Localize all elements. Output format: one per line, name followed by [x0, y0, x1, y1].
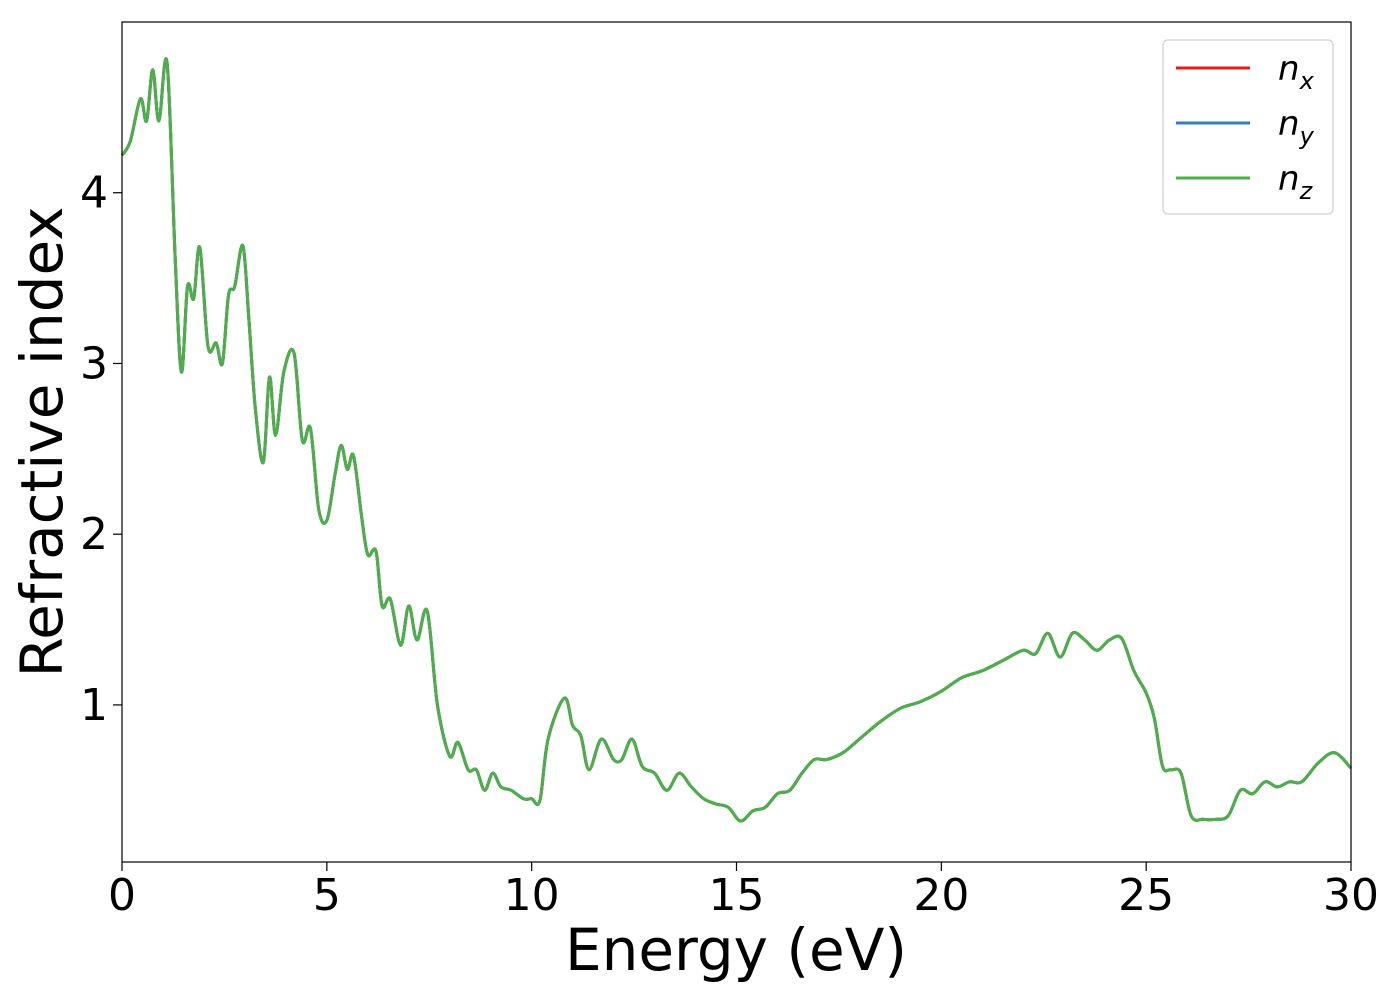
x-tick-label: 15: [709, 870, 765, 921]
x-axis-ticks: 0 5 10 15 20 25 30: [108, 862, 1379, 921]
y-axis-ticks: 1 2 3 4: [80, 168, 122, 731]
legend-box: [1162, 39, 1334, 215]
x-tick-label: 30: [1323, 870, 1379, 921]
y-tick-label: 3: [80, 338, 108, 389]
x-tick-label: 0: [108, 870, 136, 921]
series-line-nz: [120, 57, 1353, 823]
legend-label-nx: nx: [1278, 49, 1315, 95]
legend-items: nx ny nz: [1176, 49, 1315, 205]
x-tick-label: 5: [313, 870, 341, 921]
legend-label-ny: ny: [1278, 104, 1315, 150]
legend: nx ny nz: [1162, 39, 1334, 215]
y-tick-label: 2: [80, 509, 108, 560]
y-tick-label: 1: [80, 680, 108, 731]
y-axis-title: Refractive index: [8, 206, 76, 677]
x-tick-label: 10: [504, 870, 560, 921]
series-layer: [120, 57, 1353, 823]
legend-label-nz: nz: [1278, 159, 1314, 205]
x-tick-label: 25: [1118, 870, 1174, 921]
y-tick-label: 4: [80, 168, 108, 219]
x-axis-title: Energy (eV): [565, 916, 907, 984]
x-tick-label: 20: [913, 870, 969, 921]
